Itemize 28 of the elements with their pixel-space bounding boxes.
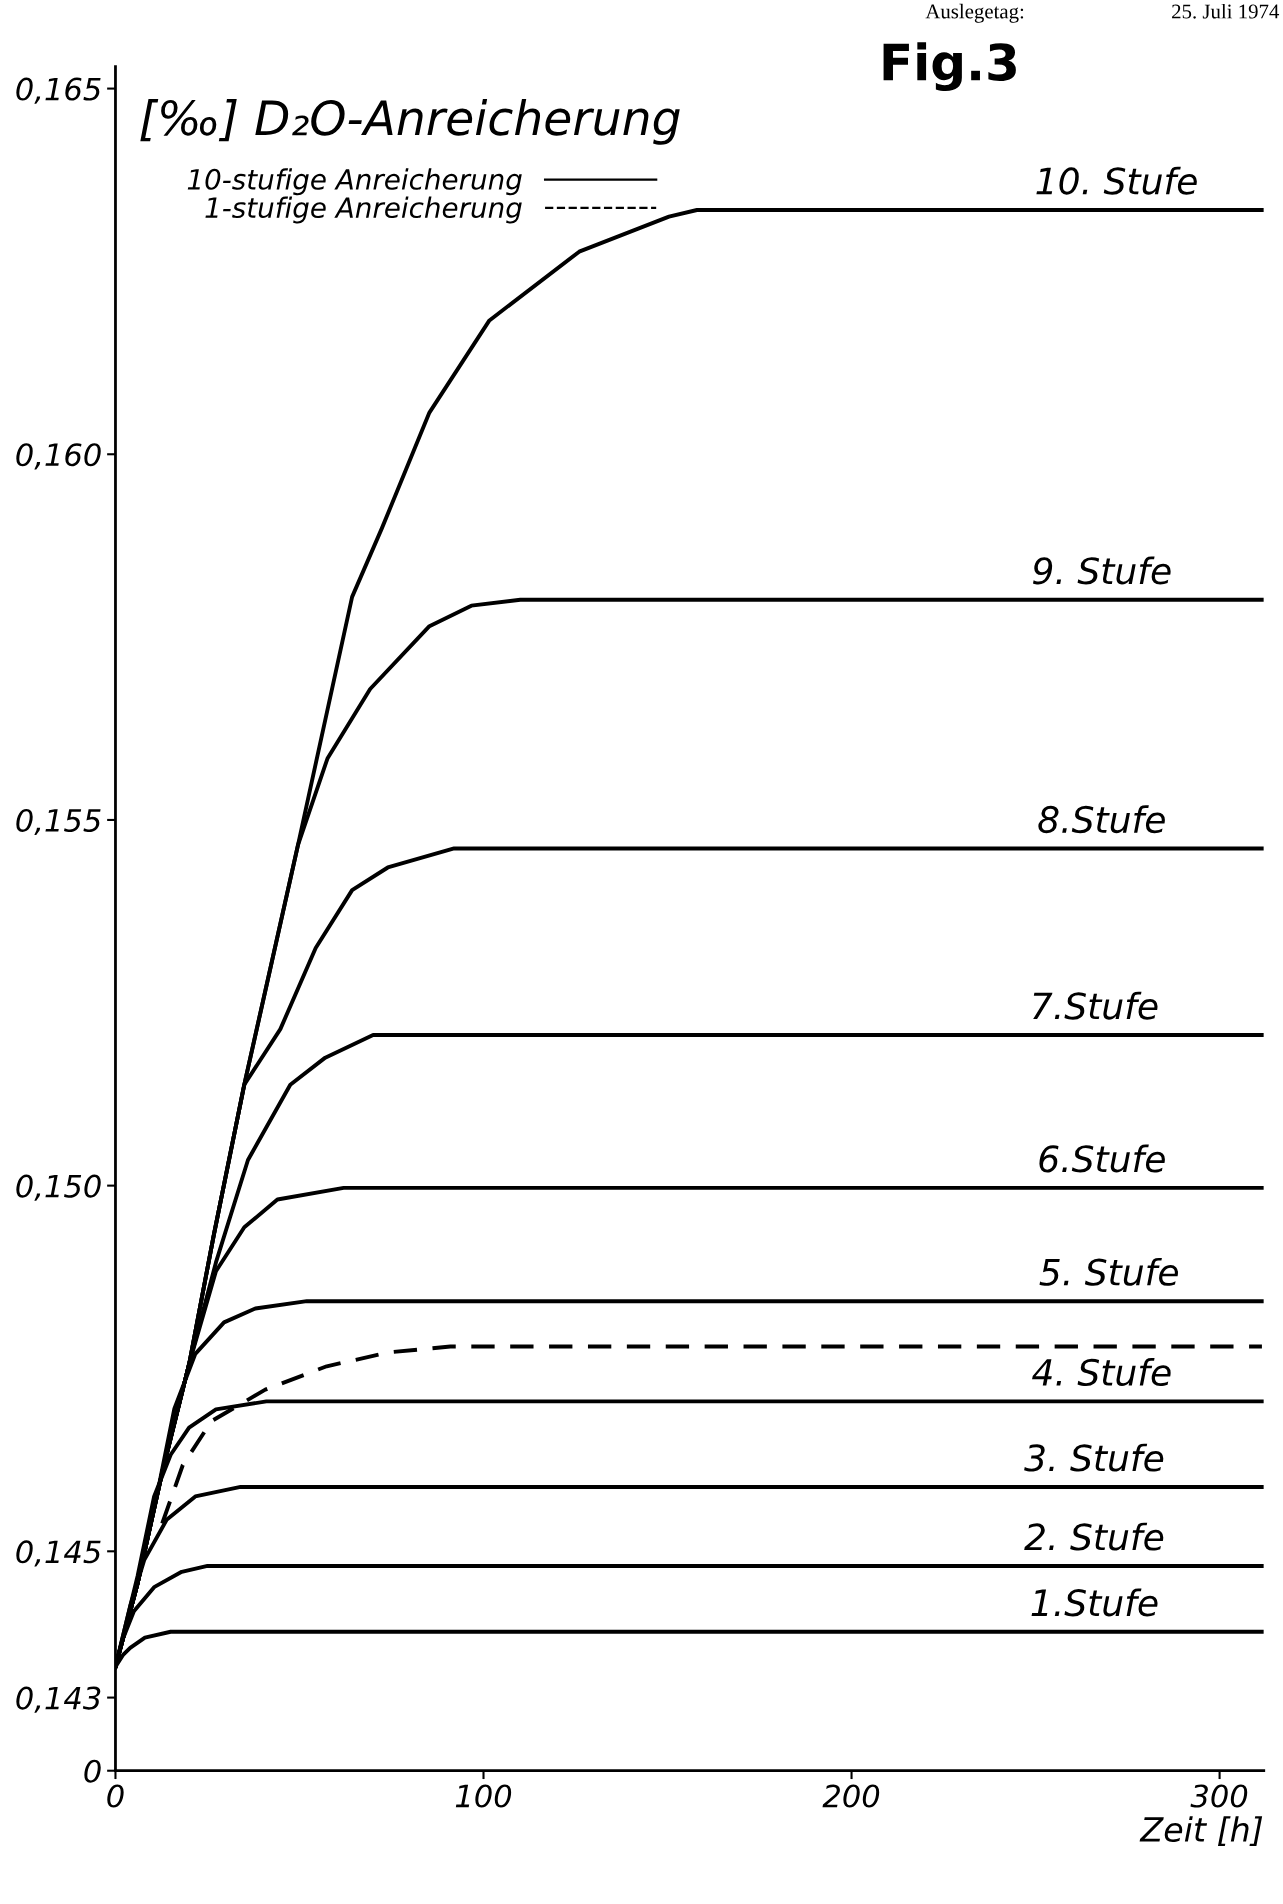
x-tick-label: 0: [107, 1784, 124, 1808]
annotation: 2. Stufe: [1024, 1522, 1164, 1551]
annotation: Fig.3: [883, 42, 1016, 92]
y-tick-label: 0,155: [16, 808, 101, 836]
annotation: 7.Stufe: [1033, 991, 1158, 1020]
annotation: 8.Stufe: [1038, 805, 1165, 834]
text: Auslegetag:: [925, 3, 1024, 23]
annotation: 10. Stufe: [1036, 166, 1197, 195]
text: [‰] D₂O-Anreicherung: [140, 99, 680, 145]
x-axis-title: Zeit [h]: [1139, 1816, 1263, 1846]
annotation: 5. Stufe: [1039, 1257, 1178, 1286]
annotation: 4. Stufe: [1032, 1358, 1171, 1387]
y-tick-label: 0,150: [16, 1174, 101, 1201]
annotation: 3. Stufe: [1024, 1443, 1164, 1472]
y-tick-label: 0: [84, 1759, 101, 1783]
legend-label: 1-stufige Anreicherung: [205, 196, 522, 224]
y-tick-label: 0,145: [16, 1540, 101, 1567]
annotation: 9. Stufe: [1032, 556, 1171, 585]
annotation: 6.Stufe: [1039, 1144, 1165, 1173]
x-tick-label: 300: [1190, 1784, 1248, 1808]
y-tick-label: 0,160: [16, 443, 101, 470]
annotation: 1.Stufe: [1031, 1588, 1158, 1617]
x-tick-label: 100: [455, 1784, 512, 1808]
legend-label: 10-stufige Anreicherung: [187, 168, 522, 196]
y-tick-label: 0,143: [16, 1686, 101, 1713]
x-tick-label: 200: [822, 1784, 880, 1808]
text: 25. Juli 1974: [1172, 3, 1280, 19]
y-tick-label: 0,165: [16, 77, 101, 104]
